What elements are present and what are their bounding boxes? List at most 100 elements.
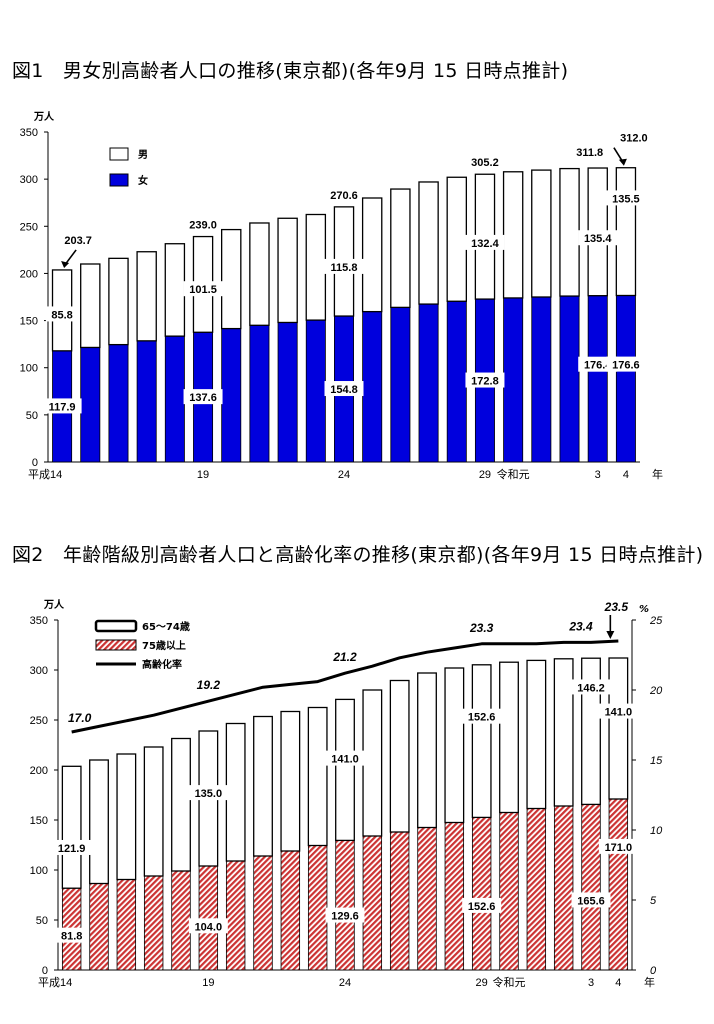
- female-value-label: 176.4: [584, 360, 612, 372]
- y2-tick-label: 25: [649, 615, 663, 627]
- y2-tick-label: 0: [650, 965, 657, 977]
- bar-age75-6: [225, 860, 246, 971]
- bar-male-1: [80, 263, 101, 349]
- y-tick-label: 250: [20, 221, 38, 233]
- bar-age75-10: [335, 840, 355, 971]
- legend-label-age65-74: 65～74歳: [142, 620, 190, 633]
- bar-male-7: [249, 222, 270, 326]
- y2-tick-label: 5: [650, 895, 657, 907]
- male-value-label-bg: [324, 258, 364, 274]
- y-tick-label: 350: [30, 615, 48, 627]
- female-value-label: 117.9: [49, 401, 76, 413]
- y-tick-label: 0: [32, 457, 38, 469]
- total-arrow-head: [618, 158, 627, 166]
- x-tick-label: 3: [595, 469, 601, 481]
- rate-value-label: 17.0: [68, 711, 92, 725]
- age65-value-label-bg: [571, 679, 611, 695]
- legend-label-male: 男: [138, 149, 148, 161]
- legend-swatch-age75: [95, 639, 137, 651]
- bar-male-8: [277, 217, 298, 324]
- y2-tick-label: 15: [650, 755, 663, 767]
- y2-unit-label: %: [639, 604, 649, 615]
- age65-value-label-bg: [598, 703, 638, 719]
- age65-value-label-bg: [52, 839, 92, 855]
- male-value-label-bg: [45, 306, 79, 322]
- female-value-label: 154.8: [330, 384, 358, 396]
- rate-line: [71, 639, 619, 734]
- bar-male-17: [531, 169, 552, 298]
- legend-swatch-age65-74: [94, 619, 138, 633]
- x-tick-label: 令和元: [497, 467, 530, 481]
- age65-value-label: 135.0: [195, 788, 223, 800]
- rate-value-label: 23.4: [568, 619, 593, 633]
- total-value-label: 305.2: [471, 157, 499, 169]
- bar-age65-74-6: [225, 722, 246, 862]
- x-tick-label: 4: [623, 469, 629, 481]
- bar-age75-7: [253, 855, 273, 971]
- age65-value-label: 141.0: [605, 707, 633, 719]
- y-tick-label: 300: [30, 665, 48, 677]
- male-value-label-bg: [183, 281, 223, 297]
- bar-age75-15: [471, 817, 492, 971]
- bar-male-13: [418, 181, 439, 305]
- bar-age75-18: [553, 805, 574, 971]
- y-tick-label: 50: [36, 915, 48, 927]
- total-value-label: 203.7: [64, 235, 92, 247]
- age65-value-label: 152.6: [468, 712, 496, 724]
- bar-age75-16: [499, 812, 519, 971]
- male-value-label-bg: [578, 230, 618, 246]
- female-value-label: 172.8: [471, 376, 499, 388]
- age75-value-label: 129.6: [331, 911, 359, 923]
- x-tick-label: 3: [588, 977, 594, 989]
- rate-value-label: 21.2: [332, 650, 357, 664]
- x-axis-unit: 年: [652, 467, 663, 481]
- bar-age75-5: [198, 865, 219, 971]
- age75-value-label-bg: [188, 918, 228, 934]
- x-tick-label: 29: [479, 469, 491, 481]
- legend-swatch-male: [109, 147, 129, 161]
- x-tick-label: 令和元: [493, 975, 526, 989]
- y2-tick-label: 10: [650, 825, 663, 837]
- bar-age65-74-12: [389, 679, 410, 833]
- female-value-label-bg: [183, 389, 223, 405]
- rate-value-label: 23.3: [469, 621, 494, 635]
- bar-age65-74-16: [499, 661, 519, 814]
- y-unit-label: 万人: [33, 110, 55, 123]
- bar-age65-74-14: [444, 667, 465, 824]
- female-value-label-bg: [465, 372, 505, 388]
- female-value-label-bg: [606, 356, 646, 372]
- bar-age65-74-9: [307, 706, 328, 847]
- rate-value-label: 19.2: [197, 678, 221, 692]
- total-value-label: 270.6: [330, 190, 358, 202]
- x-tick-label: 24: [339, 977, 351, 989]
- bar-age65-74-17: [526, 659, 547, 810]
- bar-age75-14: [444, 822, 465, 971]
- x-tick-label: 29: [476, 977, 488, 989]
- bar-male-12: [390, 188, 411, 309]
- bar-male-11: [361, 197, 383, 313]
- male-value-label: 135.5: [612, 193, 640, 205]
- male-value-label: 85.8: [51, 309, 72, 321]
- bar-age75-11: [362, 835, 383, 971]
- y-tick-label: 0: [42, 965, 48, 977]
- bar-male-2: [108, 257, 129, 346]
- bar-age65-74-3: [143, 746, 164, 877]
- x-tick-label: 4: [615, 977, 621, 989]
- male-value-label: 101.5: [189, 284, 217, 296]
- bar-age65-74-7: [253, 715, 273, 857]
- bar-age75-1: [89, 883, 109, 971]
- bar-age65-74-15: [471, 664, 492, 819]
- female-value-label-bg: [324, 381, 364, 397]
- bar-age65-74-20: [608, 657, 629, 800]
- bar-male-6: [221, 228, 242, 330]
- y-tick-label: 100: [20, 363, 38, 375]
- x-tick-label: 平成14: [38, 976, 72, 989]
- female-value-label-bg: [42, 398, 82, 414]
- y-tick-label: 200: [20, 268, 38, 280]
- y-tick-label: 150: [30, 815, 48, 827]
- age75-value-label: 171.0: [605, 842, 633, 854]
- male-value-label: 135.4: [584, 233, 612, 245]
- legend-swatch-female: [109, 173, 129, 187]
- y2-tick-label: 20: [649, 685, 663, 697]
